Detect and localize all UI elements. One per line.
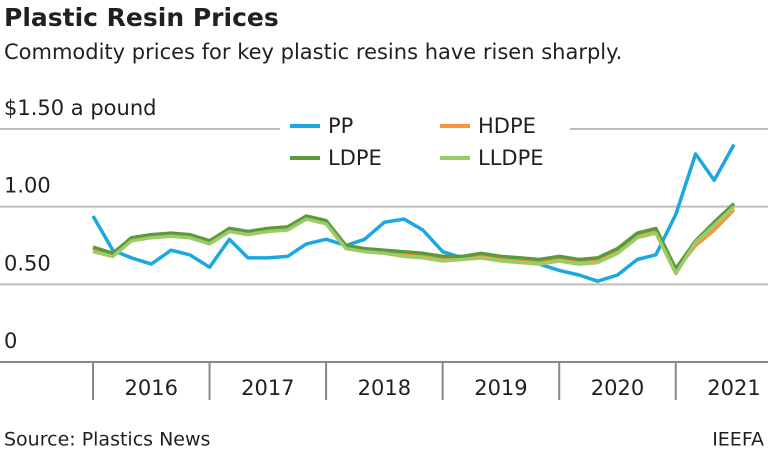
legend-background bbox=[280, 112, 570, 182]
chart-title: Plastic Resin Prices bbox=[4, 3, 279, 32]
y-tick-label: 1.00 bbox=[4, 174, 51, 198]
chart-subtitle: Commodity prices for key plastic resins … bbox=[4, 40, 622, 64]
source: Source: Plastics News bbox=[4, 429, 210, 451]
series-line bbox=[92, 208, 736, 273]
y-tick-label: 0.50 bbox=[4, 251, 51, 275]
y-tick-label: $1.50 a pound bbox=[4, 96, 156, 120]
series-line bbox=[91, 143, 736, 283]
series-line bbox=[92, 202, 736, 271]
legend-label: LLDPE bbox=[478, 146, 544, 170]
legend-label: PP bbox=[328, 114, 353, 138]
legend-label: LDPE bbox=[328, 146, 382, 170]
x-tick-label: 2019 bbox=[474, 376, 527, 400]
credit: IEEFA bbox=[712, 429, 764, 451]
y-tick-label: 0 bbox=[4, 329, 17, 353]
legend-label: HDPE bbox=[478, 114, 536, 138]
x-tick-label: 2020 bbox=[591, 376, 644, 400]
x-tick-label: 2021 bbox=[707, 376, 760, 400]
x-tick-label: 2017 bbox=[241, 376, 294, 400]
series-line bbox=[92, 205, 736, 276]
x-tick-label: 2016 bbox=[125, 376, 178, 400]
x-tick-label: 2018 bbox=[358, 376, 411, 400]
